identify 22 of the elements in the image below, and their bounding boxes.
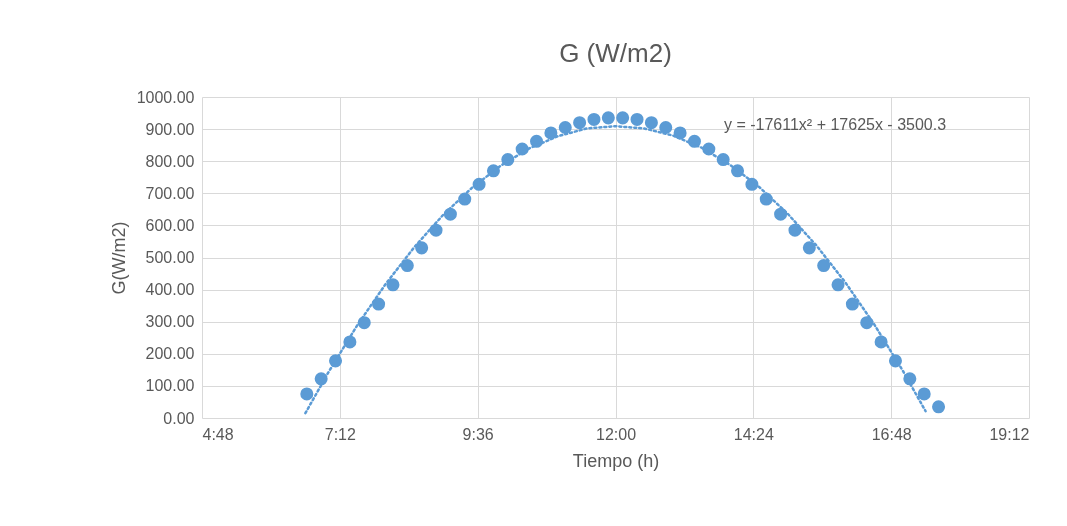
x-tick-label: 9:36: [462, 425, 494, 443]
y-tick-label: 700.00: [145, 184, 195, 202]
x-tick-label: 16:48: [871, 425, 912, 443]
x-tick-label: 19:12: [989, 425, 1030, 443]
chart-title: G (W/m2): [559, 38, 672, 68]
y-tick-label: 300.00: [145, 313, 195, 331]
y-tick-label: 200.00: [145, 345, 195, 363]
x-tick-label: 12:00: [595, 425, 637, 443]
y-axis-title: G(W/m2): [108, 221, 129, 295]
y-tick-label: 1000.00: [136, 88, 195, 106]
y-tick-label: 600.00: [145, 216, 195, 234]
y-tick-label: 800.00: [145, 152, 195, 170]
x-tick-label: 7:12: [324, 425, 357, 443]
x-axis-title: Tiempo (h): [572, 450, 660, 471]
y-tick-label: 900.00: [145, 120, 195, 138]
y-tick-label: 500.00: [145, 249, 195, 266]
y-tick-label: 0.00: [163, 409, 195, 427]
x-tick-label: 14:24: [733, 425, 774, 443]
y-tick-label: 400.00: [145, 281, 195, 299]
annotation: y = -17611x² + 17625x - 3500.3: [724, 116, 947, 133]
y-tick-label: 100.00: [145, 377, 195, 395]
x-tick-label: 4:48: [202, 425, 234, 443]
